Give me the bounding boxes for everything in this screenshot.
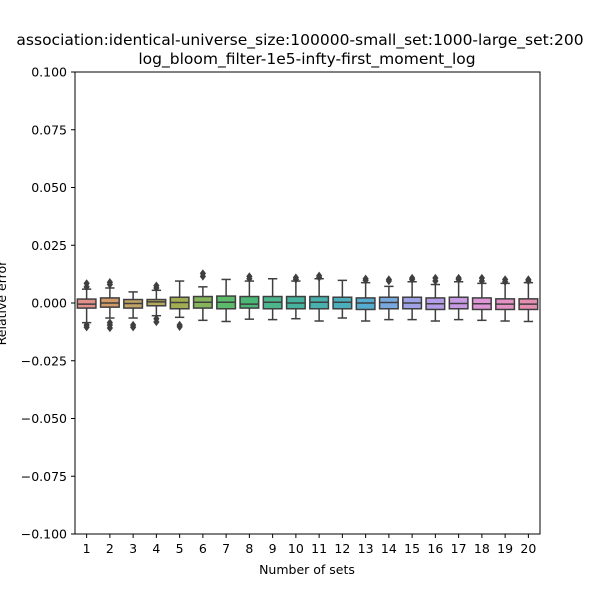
y-axis-label: Relative error xyxy=(0,260,9,346)
y-tick-label: −0.050 xyxy=(21,411,67,426)
x-tick-label: 8 xyxy=(245,541,253,556)
x-tick-label: 17 xyxy=(451,541,467,556)
x-tick-label: 4 xyxy=(152,541,160,556)
x-tick-label: 3 xyxy=(129,541,137,556)
outlier-point xyxy=(455,273,462,283)
chart-title-line-1: association:identical-universe_size:1000… xyxy=(16,31,583,50)
outlier-point xyxy=(246,272,253,281)
x-tick-label: 16 xyxy=(427,541,443,556)
x-tick-label: 14 xyxy=(381,541,397,556)
x-tick-label: 10 xyxy=(288,541,304,556)
x-tick-label: 13 xyxy=(358,541,374,556)
outlier-point xyxy=(106,280,113,289)
outlier-point xyxy=(316,271,323,280)
y-tick-label: −0.075 xyxy=(21,469,67,484)
x-tick-label: 18 xyxy=(474,541,490,556)
x-tick-label: 11 xyxy=(311,541,327,556)
outlier-point xyxy=(478,273,485,283)
plot-area: −0.100 −0.075 −0.050 −0.025 0.000 0.025 0.050 0… xyxy=(21,65,541,556)
outlier-point xyxy=(362,274,369,283)
y-tick-label: 0.075 xyxy=(31,122,67,137)
outlier-point xyxy=(502,275,509,284)
outlier-point xyxy=(292,273,299,282)
y-tick-label: 0.025 xyxy=(31,238,67,253)
x-tick-label: 5 xyxy=(176,541,184,556)
outlier-point xyxy=(176,322,183,331)
outlier-point xyxy=(153,281,160,290)
box xyxy=(239,295,260,309)
outlier-point xyxy=(432,273,439,283)
x-tick-label: 19 xyxy=(497,541,513,556)
x-tick-label: 12 xyxy=(334,541,350,556)
x-tick-label: 15 xyxy=(404,541,420,556)
outlier-point xyxy=(153,317,160,327)
outlier-point xyxy=(130,323,137,332)
outlier-point xyxy=(83,282,90,291)
y-tick-label: −0.025 xyxy=(21,353,67,368)
y-tick-label: −0.100 xyxy=(21,527,67,542)
x-axis-label: Number of sets xyxy=(259,562,355,577)
outlier-point xyxy=(106,323,113,333)
x-tick-label: 1 xyxy=(83,541,91,556)
x-tick-label: 7 xyxy=(222,541,230,556)
outlier-point xyxy=(525,275,532,284)
x-tick-label: 2 xyxy=(106,541,114,556)
x-tick-label: 20 xyxy=(520,541,536,556)
outlier-point xyxy=(199,269,206,278)
y-tick-label: 0.100 xyxy=(31,65,67,80)
x-tick-label: 9 xyxy=(269,541,277,556)
chart-title-line-2: log_bloom_filter-1e5-infty-first_moment_… xyxy=(138,50,475,69)
x-tick-label: 6 xyxy=(199,541,207,556)
outlier-point xyxy=(83,323,90,332)
y-tick-label: 0.050 xyxy=(31,180,67,195)
box xyxy=(146,298,167,307)
y-tick-label: 0.000 xyxy=(31,296,67,311)
outlier-point xyxy=(409,273,416,283)
plot-frame xyxy=(74,71,541,535)
outlier-point xyxy=(385,275,392,284)
